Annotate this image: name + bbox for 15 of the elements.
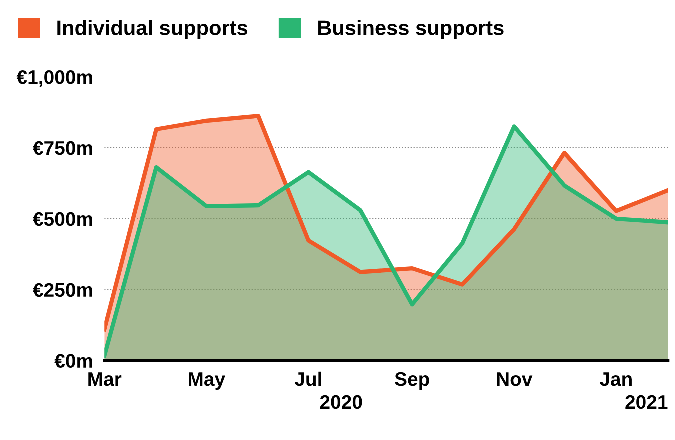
y-tick-label: €0m (54, 354, 92, 368)
legend-label: Individual supports (58, 20, 248, 40)
x-tick-label: May (189, 372, 226, 390)
text: 2021 (626, 395, 668, 410)
text: 2020 (320, 395, 362, 410)
x-tick-label: Jan (600, 372, 632, 386)
x-tick-label: Jul (294, 372, 322, 386)
x-tick-label: Sep (395, 372, 430, 390)
y-tick-label: €1,000m (16, 70, 92, 88)
y-tick-label: €250m (33, 283, 92, 298)
legend-label: Business supports (318, 20, 504, 40)
x-tick-label: Mar (88, 372, 122, 386)
x-tick-label: Nov (497, 372, 533, 386)
y-tick-label: €500m (33, 212, 92, 226)
y-tick-label: €750m (33, 141, 92, 156)
